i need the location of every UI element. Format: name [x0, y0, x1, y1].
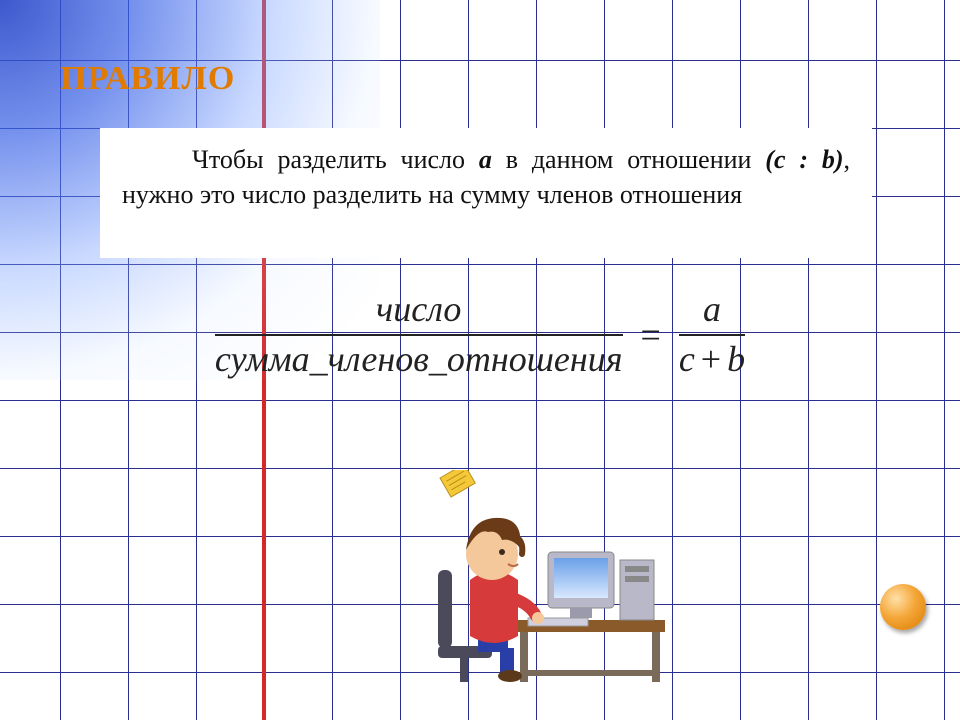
- next-button[interactable]: [880, 584, 926, 630]
- page-title: ПРАВИЛО: [60, 60, 235, 98]
- fraction-left: число сумма_членов_отношения: [215, 290, 623, 379]
- rule-mid: в данном отношении: [492, 145, 765, 174]
- equals-sign: =: [641, 314, 661, 356]
- rule-ratio: (c : b): [765, 145, 843, 174]
- fraction-right: a c+b: [679, 290, 745, 379]
- formula: число сумма_членов_отношения = a c+b: [80, 290, 880, 379]
- fraction-bar-right: [679, 334, 745, 336]
- fraction-bar-left: [215, 334, 623, 336]
- left-numerator: число: [376, 290, 461, 330]
- rule-var-a: a: [479, 145, 492, 174]
- left-denominator: сумма_членов_отношения: [215, 340, 623, 380]
- child-at-computer-icon: [420, 470, 670, 690]
- right-numerator: a: [703, 290, 721, 330]
- right-denominator: c+b: [679, 340, 745, 380]
- slide: ПРАВИЛО Чтобы разделить число a в данном…: [0, 0, 960, 720]
- rule-text-box: Чтобы разделить число a в данном отношен…: [100, 128, 872, 258]
- rule-prefix: Чтобы разделить число: [192, 145, 479, 174]
